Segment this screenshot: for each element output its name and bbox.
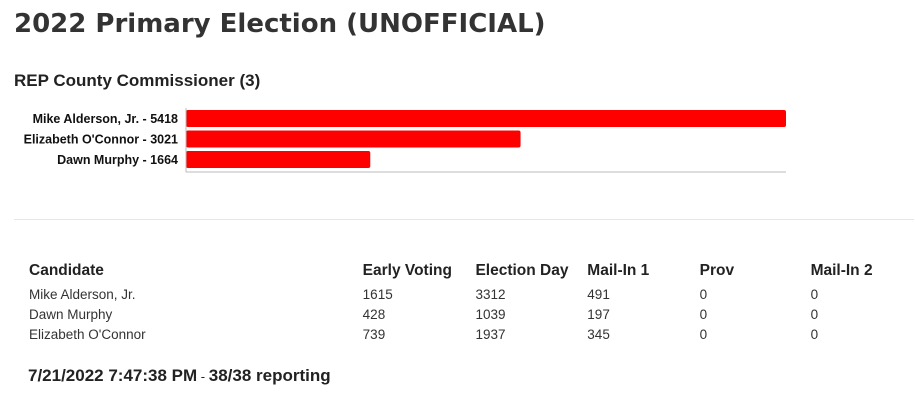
cell-mail-in-2: 0 xyxy=(810,287,819,302)
cell-prov: 0 xyxy=(699,287,708,302)
results-bar-chart-svg: Mike Alderson, Jr. - 5418 Elizabeth O'Con… xyxy=(24,108,786,173)
column-header-candidate: Candidate xyxy=(29,262,104,279)
column-header-mail-in-2: Mail-In 2 xyxy=(810,262,873,279)
reporting-status: 7/21/2022 7:47:38 PM - 38/38 reporting xyxy=(28,365,331,388)
bar-elizabeth-o-connor xyxy=(186,130,521,148)
cell-election-day: 1039 xyxy=(475,307,506,322)
status-reporting: 38/38 reporting xyxy=(208,366,331,385)
cell-prov: 0 xyxy=(699,327,708,342)
cell-election-day: 1937 xyxy=(475,327,506,342)
cell-early-voting: 739 xyxy=(362,327,386,342)
results-table: Candidate Early Voting Election Day Mail… xyxy=(24,259,915,345)
cell-early-voting: 1615 xyxy=(362,287,393,302)
race-title: REP County Commissioner (3) xyxy=(14,71,261,90)
status-timestamp: 7/21/2022 7:47:38 PM xyxy=(28,366,198,385)
bar-label-dawn-murphy: Dawn Murphy - 1664 xyxy=(57,153,178,167)
column-header-prov: Prov xyxy=(699,262,735,279)
status-separator: - xyxy=(197,369,209,384)
bar-label-mike-alderson-jr: Mike Alderson, Jr. - 5418 xyxy=(33,112,178,126)
bar-mike-alderson-jr xyxy=(186,110,786,127)
page-title: 2022 Primary Election (UNOFFICIAL) xyxy=(14,9,546,39)
cell-early-voting: 428 xyxy=(362,307,386,322)
cell-candidate: Elizabeth O'Connor xyxy=(29,327,146,342)
cell-mail-in-1: 197 xyxy=(587,307,610,322)
section-divider xyxy=(14,219,914,220)
cell-mail-in-2: 0 xyxy=(810,307,819,322)
column-header-election-day: Election Day xyxy=(475,262,569,279)
cell-mail-in-1: 491 xyxy=(587,287,610,302)
cell-candidate: Dawn Murphy xyxy=(29,307,113,322)
cell-election-day: 3312 xyxy=(475,287,506,302)
cell-prov: 0 xyxy=(699,307,708,322)
table-row: Elizabeth O'Connor 739 1937 345 0 0 xyxy=(24,325,915,345)
table-header-row: Candidate Early Voting Election Day Mail… xyxy=(24,259,915,285)
table-row: Dawn Murphy 428 1039 197 0 0 xyxy=(24,305,915,325)
cell-mail-in-2: 0 xyxy=(810,327,819,342)
bar-dawn-murphy xyxy=(186,151,371,168)
column-header-mail-in-1: Mail-In 1 xyxy=(587,262,650,279)
bar-label-elizabeth-o-connor: Elizabeth O'Connor - 3021 xyxy=(24,133,178,147)
cell-candidate: Mike Alderson, Jr. xyxy=(29,287,136,302)
table-row: Mike Alderson, Jr. 1615 3312 491 0 0 xyxy=(24,285,915,305)
cell-mail-in-1: 345 xyxy=(587,327,610,342)
results-bar-chart: Mike Alderson, Jr. - 5418 Elizabeth O'Con… xyxy=(0,104,800,174)
column-header-early-voting: Early Voting xyxy=(362,262,452,279)
